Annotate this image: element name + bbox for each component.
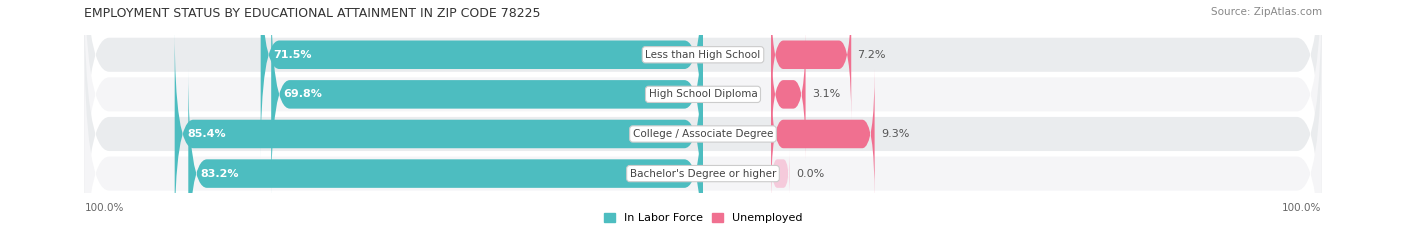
Text: 7.2%: 7.2% — [858, 50, 886, 60]
Text: EMPLOYMENT STATUS BY EDUCATIONAL ATTAINMENT IN ZIP CODE 78225: EMPLOYMENT STATUS BY EDUCATIONAL ATTAINM… — [84, 7, 541, 20]
FancyBboxPatch shape — [770, 148, 790, 199]
Text: Bachelor's Degree or higher: Bachelor's Degree or higher — [630, 169, 776, 178]
Text: 100.0%: 100.0% — [1282, 203, 1322, 213]
FancyBboxPatch shape — [84, 0, 1322, 233]
Text: 9.3%: 9.3% — [880, 129, 910, 139]
FancyBboxPatch shape — [84, 0, 1322, 196]
Text: 85.4%: 85.4% — [187, 129, 226, 139]
Text: High School Diploma: High School Diploma — [648, 89, 758, 99]
Text: 100.0%: 100.0% — [84, 203, 124, 213]
Text: Source: ZipAtlas.com: Source: ZipAtlas.com — [1211, 7, 1322, 17]
FancyBboxPatch shape — [84, 32, 1322, 233]
FancyBboxPatch shape — [770, 0, 851, 120]
FancyBboxPatch shape — [770, 69, 875, 199]
FancyBboxPatch shape — [174, 29, 703, 233]
Text: 3.1%: 3.1% — [811, 89, 839, 99]
Text: 69.8%: 69.8% — [284, 89, 322, 99]
Text: 83.2%: 83.2% — [201, 169, 239, 178]
Legend: In Labor Force, Unemployed: In Labor Force, Unemployed — [599, 208, 807, 227]
Text: College / Associate Degree: College / Associate Degree — [633, 129, 773, 139]
Text: 71.5%: 71.5% — [273, 50, 312, 60]
FancyBboxPatch shape — [770, 29, 806, 159]
FancyBboxPatch shape — [260, 0, 703, 159]
FancyBboxPatch shape — [271, 0, 703, 199]
FancyBboxPatch shape — [188, 69, 703, 233]
FancyBboxPatch shape — [84, 0, 1322, 233]
Text: Less than High School: Less than High School — [645, 50, 761, 60]
Text: 0.0%: 0.0% — [796, 169, 824, 178]
